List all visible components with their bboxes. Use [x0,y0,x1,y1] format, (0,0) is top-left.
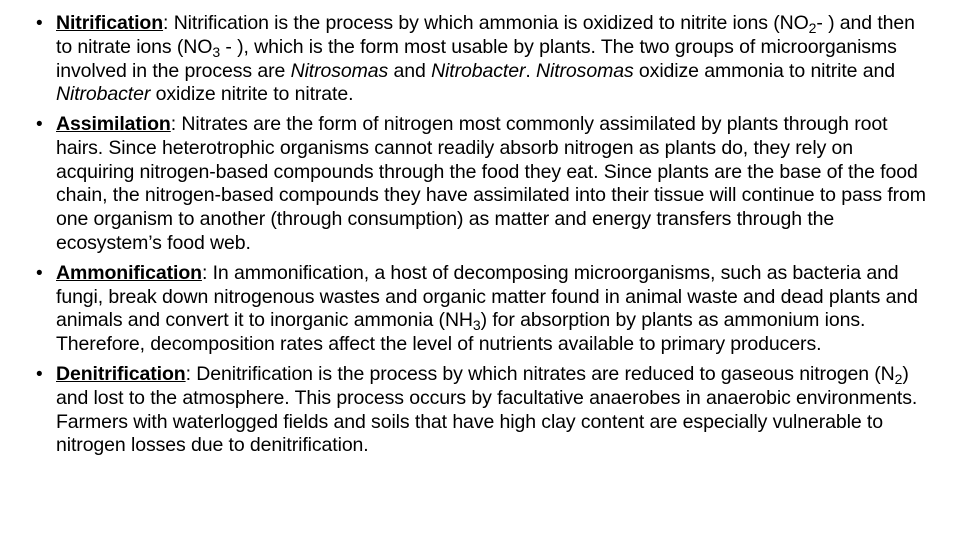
list-item: Ammonification: In ammonification, a hos… [36,262,932,357]
bullet-list: Nitrification: Nitrification is the proc… [36,12,932,458]
item-body: Nitrates are the form of nitrogen most c… [56,113,926,254]
item-body: Nitrification is the process by which am… [56,12,915,105]
term-label: Assimilation [56,113,171,135]
list-item: Nitrification: Nitrification is the proc… [36,12,932,107]
list-item: Assimilation: Nitrates are the form of n… [36,113,932,256]
slide: Nitrification: Nitrification is the proc… [0,0,960,540]
term-colon: : [186,363,197,385]
term-label: Nitrification [56,12,163,34]
term-label: Denitrification [56,363,186,385]
term-label: Ammonification [56,262,202,284]
term-colon: : [163,12,174,34]
term-colon: : [171,113,182,135]
term-colon: : [202,262,213,284]
list-item: Denitrification: Denitrification is the … [36,363,932,458]
